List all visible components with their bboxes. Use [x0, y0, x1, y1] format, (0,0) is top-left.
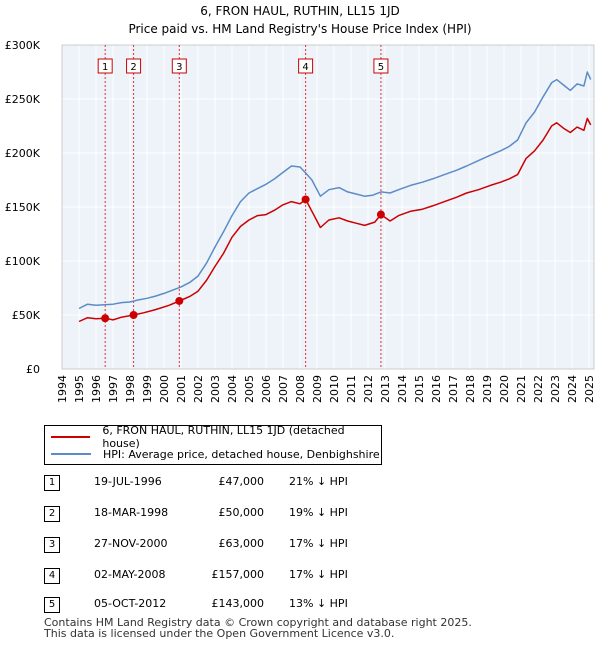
y-tick-label: £250K — [5, 93, 41, 106]
sale-hpi-diff: 21% ↓ HPI — [289, 475, 348, 488]
x-tick-label: 1998 — [124, 375, 137, 403]
chart-title: 6, FRON HAUL, RUTHIN, LL15 1JD — [200, 4, 400, 18]
sale-price: £50,000 — [218, 506, 265, 519]
sale-date: 18-MAR-1998 — [94, 506, 169, 519]
x-tick-label: 2019 — [481, 375, 494, 403]
sale-marker-box — [373, 58, 389, 74]
x-tick-label: 2020 — [498, 375, 511, 403]
hpi-line — [78, 71, 592, 310]
x-tick-label: 2001 — [175, 375, 188, 403]
y-tick-label: £100K — [5, 255, 41, 268]
legend-item-hpi: HPI: Average price, detached house, Denb… — [51, 446, 380, 462]
sale-hpi-diff: 17% ↓ HPI — [289, 568, 348, 581]
sale-number-badge: 2 — [44, 506, 60, 522]
x-tick-label: 2021 — [515, 375, 528, 403]
sale-hpi-diff: 19% ↓ HPI — [289, 506, 348, 519]
sale-marker-box — [97, 58, 113, 74]
x-tick-label: 2005 — [243, 375, 256, 403]
footer: Contains HM Land Registry data © Crown c… — [44, 617, 472, 639]
sale-date: 27-NOV-2000 — [94, 537, 168, 550]
x-tick-label: 2008 — [294, 375, 307, 403]
x-tick-label: 2015 — [413, 375, 426, 403]
price-chart: 1994 1995 1996 1997 1998 1999 2000 2001 2002 2003… — [5, 39, 596, 403]
legend-label-hpi: HPI: Average price, detached house, Denb… — [103, 447, 380, 461]
legend: 6, FRON HAUL, RUTHIN, LL15 1JD (detached… — [44, 424, 382, 465]
legend-swatch-hpi — [51, 453, 91, 455]
x-tick-label: 2014 — [396, 375, 409, 403]
chart-subtitle: Price paid vs. HM Land Registry's House … — [128, 22, 472, 36]
x-tick-label: 1999 — [141, 375, 154, 403]
x-tick-label: 2025 — [583, 375, 596, 403]
x-tick-label: 2018 — [464, 375, 477, 403]
sale-marker-box — [171, 58, 187, 74]
sale-hpi-diff: 17% ↓ HPI — [289, 537, 348, 550]
x-tick-label: 2004 — [226, 375, 239, 403]
sale-marker-box — [298, 58, 314, 74]
sale-price: £157,000 — [211, 568, 265, 581]
sale-price: £143,000 — [211, 597, 265, 610]
x-tick-label: 2011 — [345, 375, 358, 403]
y-tick-label: £200K — [5, 147, 41, 160]
x-tick-label: 2006 — [260, 375, 273, 403]
sale-date: 05-OCT-2012 — [94, 597, 167, 610]
x-tick-label: 2002 — [192, 375, 205, 403]
sale-number-badge: 1 — [44, 475, 60, 491]
sale-date: 02-MAY-2008 — [94, 568, 166, 581]
y-tick-label: £50K — [12, 309, 41, 322]
sale-hpi-diff: 13% ↓ HPI — [289, 597, 348, 610]
x-tick-label: 2022 — [532, 375, 545, 403]
sale-point — [301, 195, 310, 204]
x-tick-label: 1996 — [90, 375, 103, 403]
sale-number-badge: 3 — [44, 537, 60, 553]
sale-marker-label: 1 — [102, 62, 108, 73]
sale-number-badge: 4 — [44, 568, 60, 584]
x-tick-label: 2016 — [430, 375, 443, 403]
sale-marker-label: 3 — [176, 62, 182, 73]
x-tick-label: 1994 — [56, 375, 69, 403]
x-tick-label: 2000 — [158, 375, 171, 403]
footer-licence: This data is licensed under the Open Gov… — [44, 627, 395, 640]
x-tick-label: 2010 — [328, 375, 341, 403]
x-tick-label: 2007 — [277, 375, 290, 403]
x-tick-label: 1995 — [73, 375, 86, 403]
plot-border — [61, 44, 595, 370]
footer-copyright: Contains HM Land Registry data © Crown c… — [44, 616, 472, 629]
sale-point — [175, 296, 184, 305]
x-tick-label: 2024 — [566, 375, 579, 403]
x-tick-label: 2023 — [549, 375, 562, 403]
sale-marker-label: 2 — [130, 62, 136, 73]
sale-marker-label: 5 — [378, 62, 384, 73]
legend-label-property: 6, FRON HAUL, RUTHIN, LL15 1JD (detached… — [102, 424, 345, 450]
x-tick-label: 2017 — [447, 375, 460, 403]
sale-price: £47,000 — [218, 475, 265, 488]
y-tick-label: £150K — [5, 201, 41, 214]
y-tick-label: £300K — [5, 39, 41, 52]
x-tick-label: 2013 — [379, 375, 392, 403]
y-tick-label: £0 — [26, 363, 40, 376]
sale-number-badge: 5 — [44, 597, 60, 613]
sale-marker-box — [126, 58, 142, 74]
x-tick-label: 2012 — [362, 375, 375, 403]
sale-point — [129, 311, 138, 319]
sale-marker-label: 4 — [302, 62, 308, 73]
sale-point — [376, 210, 385, 219]
x-tick-label: 2003 — [209, 375, 222, 403]
x-tick-label: 1997 — [107, 375, 120, 403]
x-tick-label: 2009 — [311, 375, 324, 403]
sale-date: 19-JUL-1996 — [94, 475, 162, 488]
legend-item-property: 6, FRON HAUL, RUTHIN, LL15 1JD (detached… — [51, 424, 381, 450]
sale-price: £63,000 — [218, 537, 265, 550]
legend-swatch-property — [51, 436, 91, 438]
sale-point — [101, 314, 110, 323]
